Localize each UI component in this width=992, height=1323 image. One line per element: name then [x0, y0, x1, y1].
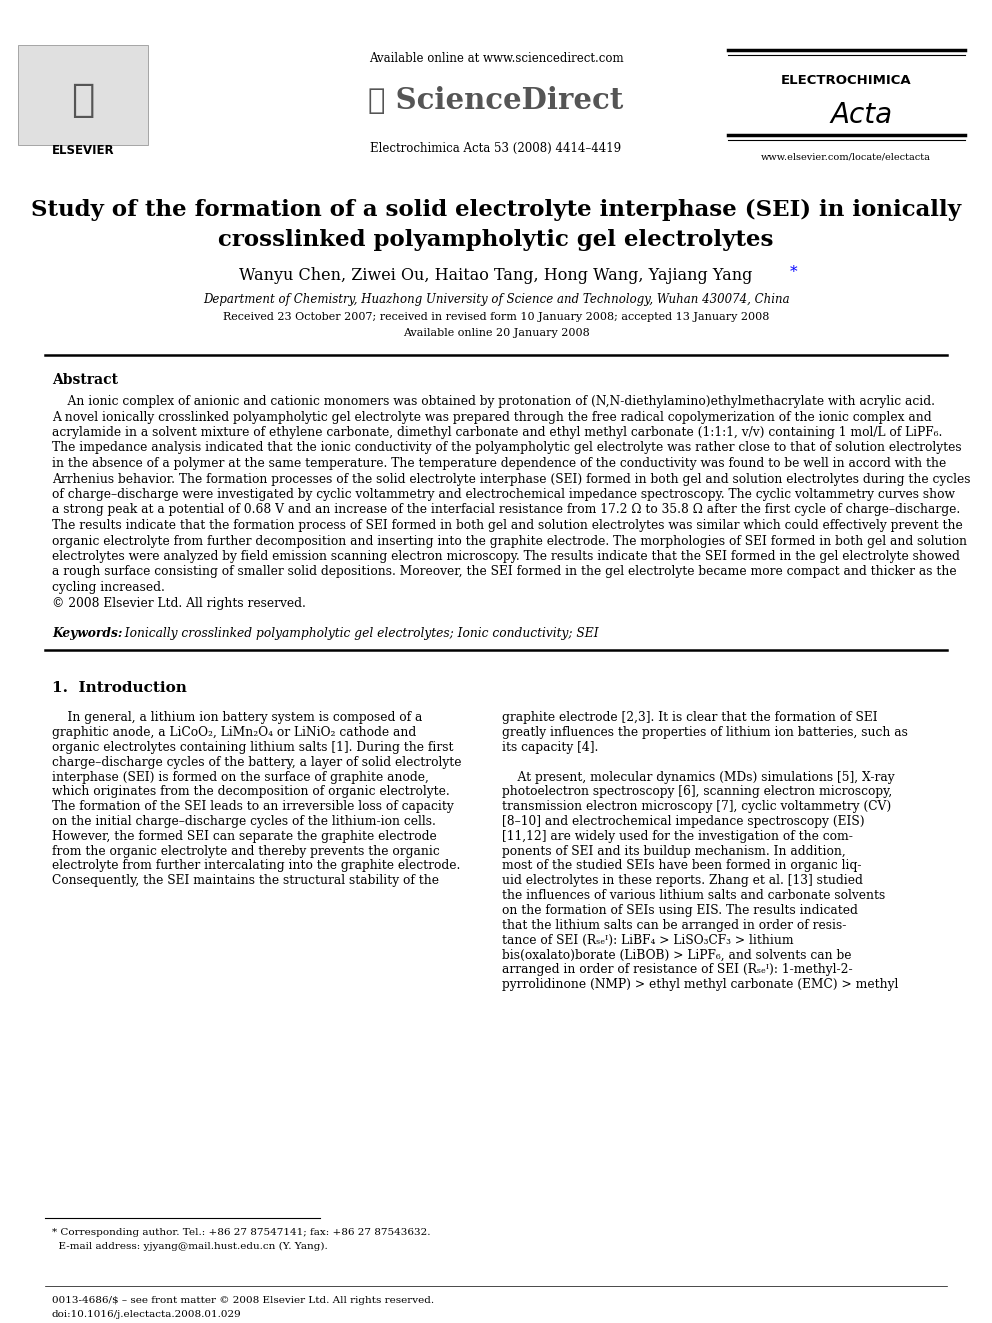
Text: www.elsevier.com/locate/electacta: www.elsevier.com/locate/electacta: [761, 152, 930, 161]
Text: on the initial charge–discharge cycles of the lithium-ion cells.: on the initial charge–discharge cycles o…: [52, 815, 435, 828]
Text: Acta: Acta: [831, 101, 893, 130]
Text: In general, a lithium ion battery system is composed of a: In general, a lithium ion battery system…: [52, 712, 423, 725]
Text: the influences of various lithium salts and carbonate solvents: the influences of various lithium salts …: [502, 889, 885, 902]
Text: bis(oxalato)borate (LiBOB) > LiPF₆, and solvents can be: bis(oxalato)borate (LiBOB) > LiPF₆, and …: [502, 949, 851, 962]
Text: doi:10.1016/j.electacta.2008.01.029: doi:10.1016/j.electacta.2008.01.029: [52, 1310, 242, 1319]
Text: The impedance analysis indicated that the ionic conductivity of the polyampholyt: The impedance analysis indicated that th…: [52, 442, 961, 455]
Text: that the lithium salts can be arranged in order of resis-: that the lithium salts can be arranged i…: [502, 918, 846, 931]
Text: An ionic complex of anionic and cationic monomers was obtained by protonation of: An ionic complex of anionic and cationic…: [52, 396, 935, 407]
Text: in the absence of a polymer at the same temperature. The temperature dependence : in the absence of a polymer at the same …: [52, 456, 946, 470]
Text: Received 23 October 2007; received in revised form 10 January 2008; accepted 13 : Received 23 October 2007; received in re…: [223, 312, 769, 321]
Text: its capacity [4].: its capacity [4].: [502, 741, 598, 754]
Text: most of the studied SEIs have been formed in organic liq-: most of the studied SEIs have been forme…: [502, 860, 861, 872]
Text: Ionically crosslinked polyampholytic gel electrolytes; Ionic conductivity; SEI: Ionically crosslinked polyampholytic gel…: [117, 627, 598, 640]
Text: Electrochimica Acta 53 (2008) 4414–4419: Electrochimica Acta 53 (2008) 4414–4419: [370, 142, 622, 155]
Bar: [18, 45, 148, 146]
Text: © 2008 Elsevier Ltd. All rights reserved.: © 2008 Elsevier Ltd. All rights reserved…: [52, 597, 306, 610]
Text: crosslinked polyampholytic gel electrolytes: crosslinked polyampholytic gel electroly…: [218, 229, 774, 251]
Text: organic electrolytes containing lithium salts [1]. During the first: organic electrolytes containing lithium …: [52, 741, 453, 754]
Text: photoelectron spectroscopy [6], scanning electron microscopy,: photoelectron spectroscopy [6], scanning…: [502, 786, 892, 799]
Text: Available online 20 January 2008: Available online 20 January 2008: [403, 328, 589, 337]
Text: greatly influences the properties of lithium ion batteries, such as: greatly influences the properties of lit…: [502, 726, 908, 740]
Text: ponents of SEI and its buildup mechanism. In addition,: ponents of SEI and its buildup mechanism…: [502, 844, 846, 857]
Text: pyrrolidinone (NMP) > ethyl methyl carbonate (EMC) > methyl: pyrrolidinone (NMP) > ethyl methyl carbo…: [502, 978, 899, 991]
Text: graphitic anode, a LiCoO₂, LiMn₂O₄ or LiNiO₂ cathode and: graphitic anode, a LiCoO₂, LiMn₂O₄ or Li…: [52, 726, 417, 740]
Text: on the formation of SEIs using EIS. The results indicated: on the formation of SEIs using EIS. The …: [502, 904, 858, 917]
Text: The formation of the SEI leads to an irreversible loss of capacity: The formation of the SEI leads to an irr…: [52, 800, 453, 814]
Text: arranged in order of resistance of SEI (Rₛₑᴵ): 1-methyl-2-: arranged in order of resistance of SEI (…: [502, 963, 853, 976]
Text: However, the formed SEI can separate the graphite electrode: However, the formed SEI can separate the…: [52, 830, 436, 843]
Text: ELECTROCHIMICA: ELECTROCHIMICA: [781, 74, 912, 86]
Text: tance of SEI (Rₛₑᴵ): LiBF₄ > LiSO₃CF₃ > lithium: tance of SEI (Rₛₑᴵ): LiBF₄ > LiSO₃CF₃ > …: [502, 934, 794, 946]
Text: * Corresponding author. Tel.: +86 27 87547141; fax: +86 27 87543632.: * Corresponding author. Tel.: +86 27 875…: [52, 1228, 431, 1237]
Text: uid electrolytes in these reports. Zhang et al. [13] studied: uid electrolytes in these reports. Zhang…: [502, 875, 863, 888]
Text: transmission electron microscopy [7], cyclic voltammetry (CV): transmission electron microscopy [7], cy…: [502, 800, 891, 814]
Text: a strong peak at a potential of 0.68 V and an increase of the interfacial resist: a strong peak at a potential of 0.68 V a…: [52, 504, 960, 516]
Text: ✦ ScienceDirect: ✦ ScienceDirect: [368, 86, 624, 115]
Text: electrolytes were analyzed by field emission scanning electron microscopy. The r: electrolytes were analyzed by field emis…: [52, 550, 960, 564]
Text: graphite electrode [2,3]. It is clear that the formation of SEI: graphite electrode [2,3]. It is clear th…: [502, 712, 878, 725]
Text: Keywords:: Keywords:: [52, 627, 122, 640]
Text: Study of the formation of a solid electrolyte interphase (SEI) in ionically: Study of the formation of a solid electr…: [31, 198, 961, 221]
Text: of charge–discharge were investigated by cyclic voltammetry and electrochemical : of charge–discharge were investigated by…: [52, 488, 955, 501]
Text: Wanyu Chen, Ziwei Ou, Haitao Tang, Hong Wang, Yajiang Yang: Wanyu Chen, Ziwei Ou, Haitao Tang, Hong …: [239, 266, 753, 283]
Text: 🌳: 🌳: [71, 81, 94, 119]
Text: a rough surface consisting of smaller solid depositions. Moreover, the SEI forme: a rough surface consisting of smaller so…: [52, 565, 956, 578]
Text: from the organic electrolyte and thereby prevents the organic: from the organic electrolyte and thereby…: [52, 844, 439, 857]
Text: ELSEVIER: ELSEVIER: [52, 143, 114, 156]
Text: electrolyte from further intercalating into the graphite electrode.: electrolyte from further intercalating i…: [52, 860, 460, 872]
Text: which originates from the decomposition of organic electrolyte.: which originates from the decomposition …: [52, 786, 449, 799]
Text: acrylamide in a solvent mixture of ethylene carbonate, dimethyl carbonate and et: acrylamide in a solvent mixture of ethyl…: [52, 426, 942, 439]
Text: Department of Chemistry, Huazhong University of Science and Technology, Wuhan 43: Department of Chemistry, Huazhong Univer…: [202, 292, 790, 306]
Text: Arrhenius behavior. The formation processes of the solid electrolyte interphase : Arrhenius behavior. The formation proces…: [52, 472, 970, 486]
Text: cycling increased.: cycling increased.: [52, 581, 165, 594]
Text: [8–10] and electrochemical impedance spectroscopy (EIS): [8–10] and electrochemical impedance spe…: [502, 815, 865, 828]
Text: 0013-4686/$ – see front matter © 2008 Elsevier Ltd. All rights reserved.: 0013-4686/$ – see front matter © 2008 El…: [52, 1297, 434, 1304]
Text: A novel ionically crosslinked polyampholytic gel electrolyte was prepared throug: A novel ionically crosslinked polyamphol…: [52, 410, 931, 423]
Text: charge–discharge cycles of the battery, a layer of solid electrolyte: charge–discharge cycles of the battery, …: [52, 755, 461, 769]
Text: *: *: [790, 265, 798, 279]
Text: E-mail address: yjyang@mail.hust.edu.cn (Y. Yang).: E-mail address: yjyang@mail.hust.edu.cn …: [52, 1242, 327, 1252]
Text: At present, molecular dynamics (MDs) simulations [5], X-ray: At present, molecular dynamics (MDs) sim…: [502, 771, 895, 783]
Text: [11,12] are widely used for the investigation of the com-: [11,12] are widely used for the investig…: [502, 830, 853, 843]
Text: Available online at www.sciencedirect.com: Available online at www.sciencedirect.co…: [369, 52, 623, 65]
Text: Abstract: Abstract: [52, 373, 118, 388]
Text: The results indicate that the formation process of SEI formed in both gel and so: The results indicate that the formation …: [52, 519, 963, 532]
Text: organic electrolyte from further decomposition and inserting into the graphite e: organic electrolyte from further decompo…: [52, 534, 967, 548]
Text: 1.  Introduction: 1. Introduction: [52, 681, 186, 696]
Text: interphase (SEI) is formed on the surface of graphite anode,: interphase (SEI) is formed on the surfac…: [52, 771, 429, 783]
Text: Consequently, the SEI maintains the structural stability of the: Consequently, the SEI maintains the stru…: [52, 875, 439, 888]
